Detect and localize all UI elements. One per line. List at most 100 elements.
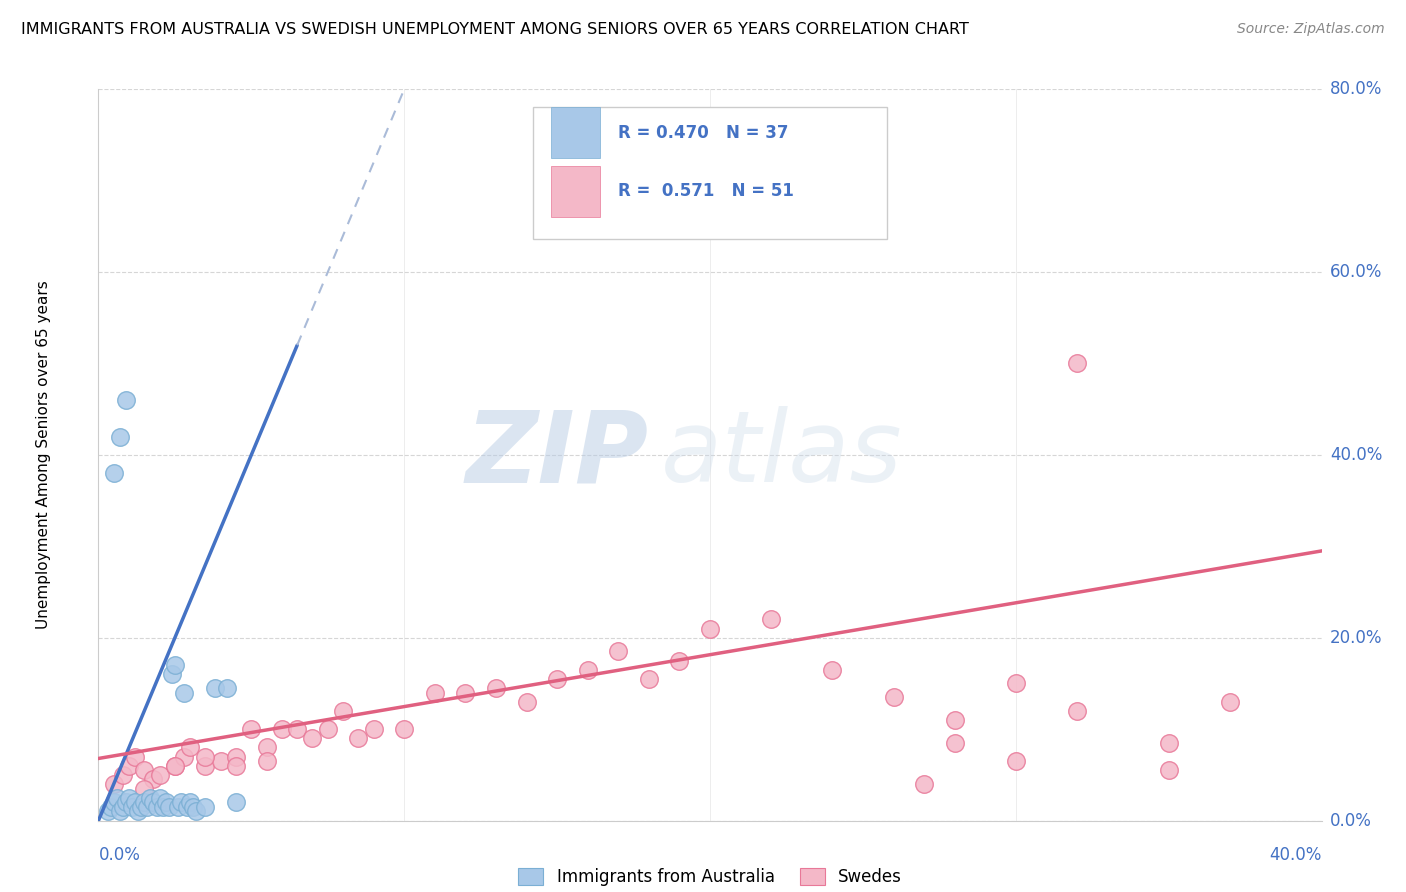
Point <box>1004 676 1026 690</box>
Point <box>111 768 134 782</box>
Point <box>1066 704 1088 718</box>
Point <box>454 685 477 699</box>
Point <box>170 796 193 810</box>
FancyBboxPatch shape <box>533 108 887 239</box>
Point <box>759 613 782 627</box>
Text: ZIP: ZIP <box>465 407 648 503</box>
Point <box>176 800 198 814</box>
Point <box>179 796 201 810</box>
Point <box>1066 356 1088 371</box>
Point <box>111 800 134 814</box>
Point <box>194 758 217 772</box>
Point <box>129 800 152 814</box>
Point <box>115 392 138 407</box>
Point <box>179 740 201 755</box>
Point <box>256 740 278 755</box>
Point <box>316 723 339 737</box>
Point <box>194 800 217 814</box>
Point <box>943 736 966 750</box>
Point <box>225 796 247 810</box>
Text: Source: ZipAtlas.com: Source: ZipAtlas.com <box>1237 22 1385 37</box>
Point <box>215 681 238 695</box>
Point <box>155 796 177 810</box>
Point <box>152 800 174 814</box>
Text: 60.0%: 60.0% <box>1330 263 1382 281</box>
Point <box>145 800 167 814</box>
Point <box>1219 695 1241 709</box>
Point <box>163 758 186 772</box>
Text: 0.0%: 0.0% <box>98 846 141 863</box>
Point <box>118 790 141 805</box>
Point <box>546 672 568 686</box>
Point <box>516 695 538 709</box>
Point <box>139 790 162 805</box>
Point <box>204 681 226 695</box>
Point <box>142 796 165 810</box>
Point <box>149 790 172 805</box>
Point <box>134 764 156 778</box>
Point <box>225 749 247 764</box>
Point <box>637 672 661 686</box>
Point <box>1157 736 1180 750</box>
Point <box>105 790 128 805</box>
Text: 0.0%: 0.0% <box>1330 812 1372 830</box>
Point <box>332 704 354 718</box>
FancyBboxPatch shape <box>551 107 600 159</box>
FancyBboxPatch shape <box>551 166 600 217</box>
Point <box>423 685 446 699</box>
Point <box>103 466 125 480</box>
Point <box>607 644 630 658</box>
Point <box>108 805 131 819</box>
Point <box>108 430 131 444</box>
Text: 20.0%: 20.0% <box>1330 629 1382 647</box>
Point <box>194 749 217 764</box>
Point <box>134 796 156 810</box>
Text: atlas: atlas <box>661 407 903 503</box>
Text: R =  0.571   N = 51: R = 0.571 N = 51 <box>619 182 794 200</box>
Point <box>163 658 186 673</box>
Text: 40.0%: 40.0% <box>1270 846 1322 863</box>
Point <box>100 800 122 814</box>
Point <box>121 800 143 814</box>
Point <box>1157 764 1180 778</box>
Point <box>136 800 159 814</box>
Point <box>821 663 844 677</box>
Point <box>209 754 232 768</box>
Point <box>883 690 905 705</box>
Point <box>285 723 308 737</box>
Point <box>363 723 385 737</box>
Point <box>157 800 180 814</box>
Point <box>118 758 141 772</box>
Point <box>256 754 278 768</box>
Point <box>115 796 138 810</box>
Point <box>225 758 247 772</box>
Point <box>103 796 125 810</box>
Point <box>97 805 120 819</box>
Point <box>124 796 146 810</box>
Point <box>699 622 721 636</box>
Point <box>186 805 208 819</box>
Point <box>127 805 149 819</box>
Text: 80.0%: 80.0% <box>1330 80 1382 98</box>
Text: IMMIGRANTS FROM AUSTRALIA VS SWEDISH UNEMPLOYMENT AMONG SENIORS OVER 65 YEARS CO: IMMIGRANTS FROM AUSTRALIA VS SWEDISH UNE… <box>21 22 969 37</box>
Point <box>1004 754 1026 768</box>
Point <box>173 749 195 764</box>
Point <box>124 749 146 764</box>
Text: 40.0%: 40.0% <box>1330 446 1382 464</box>
Point <box>270 723 292 737</box>
Text: R = 0.470   N = 37: R = 0.470 N = 37 <box>619 124 789 142</box>
Point <box>181 800 204 814</box>
Point <box>142 772 165 787</box>
Point <box>576 663 599 677</box>
Point <box>134 781 156 796</box>
Text: Unemployment Among Seniors over 65 years: Unemployment Among Seniors over 65 years <box>37 281 51 629</box>
Point <box>301 731 323 746</box>
Point <box>167 800 190 814</box>
Point <box>103 777 125 791</box>
Point <box>943 713 966 727</box>
Point <box>240 723 263 737</box>
Point <box>149 768 172 782</box>
Point <box>668 654 690 668</box>
Point <box>173 685 195 699</box>
Point <box>163 758 186 772</box>
